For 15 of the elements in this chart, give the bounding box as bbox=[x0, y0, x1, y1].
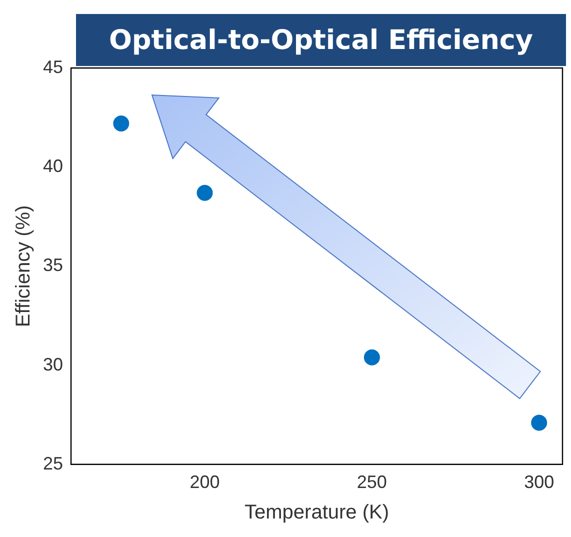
x-tick-label: 250 bbox=[356, 472, 387, 492]
x-axis-title: Temperature (K) bbox=[244, 502, 390, 524]
y-tick-label: 25 bbox=[42, 453, 64, 474]
y-tick-label: 40 bbox=[42, 156, 64, 176]
x-tick-label: 300 bbox=[524, 472, 554, 492]
x-tick-label: 200 bbox=[190, 472, 220, 492]
point bbox=[196, 184, 213, 201]
point bbox=[364, 349, 380, 366]
chart-title: Optical-to-Optical Efficiency bbox=[76, 14, 566, 66]
y-tick-label: 30 bbox=[42, 354, 64, 374]
point bbox=[531, 414, 548, 431]
point bbox=[113, 115, 130, 132]
y-axis-title: Efficiency (%) bbox=[12, 205, 35, 328]
y-tick-label: 35 bbox=[42, 255, 64, 276]
y-tick-label: 45 bbox=[42, 56, 64, 77]
